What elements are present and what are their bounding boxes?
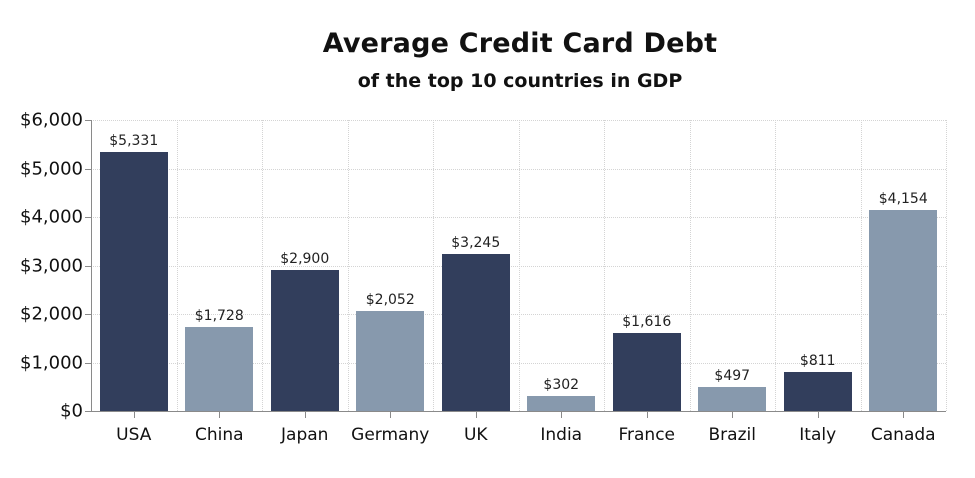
x-axis-label: USA (116, 425, 152, 445)
bar-value-label: $3,245 (451, 234, 501, 251)
x-axis-tick (732, 412, 734, 418)
y-axis-tick (85, 362, 91, 364)
bar-value-label: $1,728 (194, 308, 244, 325)
x-axis-line (85, 411, 946, 412)
chart-title: Average Credit Card Debt (322, 28, 718, 59)
x-axis-label: Canada (870, 425, 936, 445)
y-axis-tick (85, 217, 91, 218)
bar-italy[interactable] (783, 371, 852, 411)
y-axis-line (91, 120, 92, 411)
bar-value-label: $4,154 (878, 190, 928, 207)
y-axis-label: $5,000 (20, 158, 83, 179)
bar-japan[interactable] (270, 270, 339, 411)
bar-brazil[interactable] (698, 386, 767, 411)
x-axis-tick (133, 412, 135, 418)
y-axis-tick (85, 265, 91, 267)
x-axis-label: France (618, 425, 676, 445)
x-axis-tick (903, 412, 905, 418)
bar-value-label: $811 (799, 352, 836, 369)
bar-canada[interactable] (869, 209, 938, 411)
x-axis-label: Brazil (708, 425, 756, 445)
gridline-vertical (604, 120, 605, 411)
x-axis-tick (817, 412, 819, 418)
bar-germany[interactable] (356, 311, 425, 411)
gridline-vertical (946, 120, 947, 411)
y-axis-label: $0 (60, 400, 83, 422)
bar-usa[interactable] (99, 152, 168, 411)
x-axis-label: India (540, 425, 583, 445)
y-axis-tick (85, 314, 91, 315)
bar-india[interactable] (527, 396, 596, 411)
x-axis-label: Japan (281, 425, 329, 445)
x-axis-tick (475, 412, 477, 418)
y-axis-label: $1,000 (20, 352, 83, 373)
x-axis-tick (219, 412, 221, 418)
gridline-vertical (860, 120, 862, 411)
gridline-vertical (775, 120, 776, 411)
y-axis-tick (85, 168, 91, 170)
bar-value-label: $302 (543, 377, 580, 394)
x-axis-tick (561, 412, 563, 418)
x-axis-label: Italy (799, 425, 837, 445)
bar-value-label: $2,900 (280, 251, 330, 268)
x-axis-label: UK (463, 425, 488, 445)
gridline-vertical (347, 120, 349, 411)
x-axis-tick (646, 412, 648, 418)
y-axis-label: $2,000 (20, 303, 83, 325)
gridline-vertical (262, 120, 263, 411)
bar-value-label: $1,616 (622, 313, 672, 330)
y-axis-tick (85, 120, 91, 121)
x-axis-tick (304, 412, 306, 418)
x-axis-label: China (194, 425, 244, 445)
bar-uk[interactable] (441, 253, 510, 411)
bar-value-label: $2,052 (365, 292, 415, 309)
y-axis-label: $3,000 (20, 255, 83, 276)
gridline-vertical (689, 120, 691, 411)
chart-subtitle: of the top 10 countries in GDP (357, 70, 683, 92)
bar-china[interactable] (185, 327, 254, 411)
gridline-vertical (176, 120, 178, 411)
plot-area: $0 $1,000 $2,000 $3,000 $4,000 $5,000 $6,000 $5… (20, 110, 947, 445)
gridline-vertical (518, 120, 520, 411)
gridline-vertical (433, 120, 434, 411)
bar-france[interactable] (612, 332, 681, 411)
x-axis-label: Germany (351, 425, 430, 445)
x-axis-tick (390, 412, 392, 418)
bar-value-label: $497 (714, 367, 751, 384)
y-axis-label: $4,000 (20, 206, 83, 228)
bar-value-label: $5,331 (109, 133, 159, 150)
y-axis-label: $6,000 (20, 109, 83, 131)
